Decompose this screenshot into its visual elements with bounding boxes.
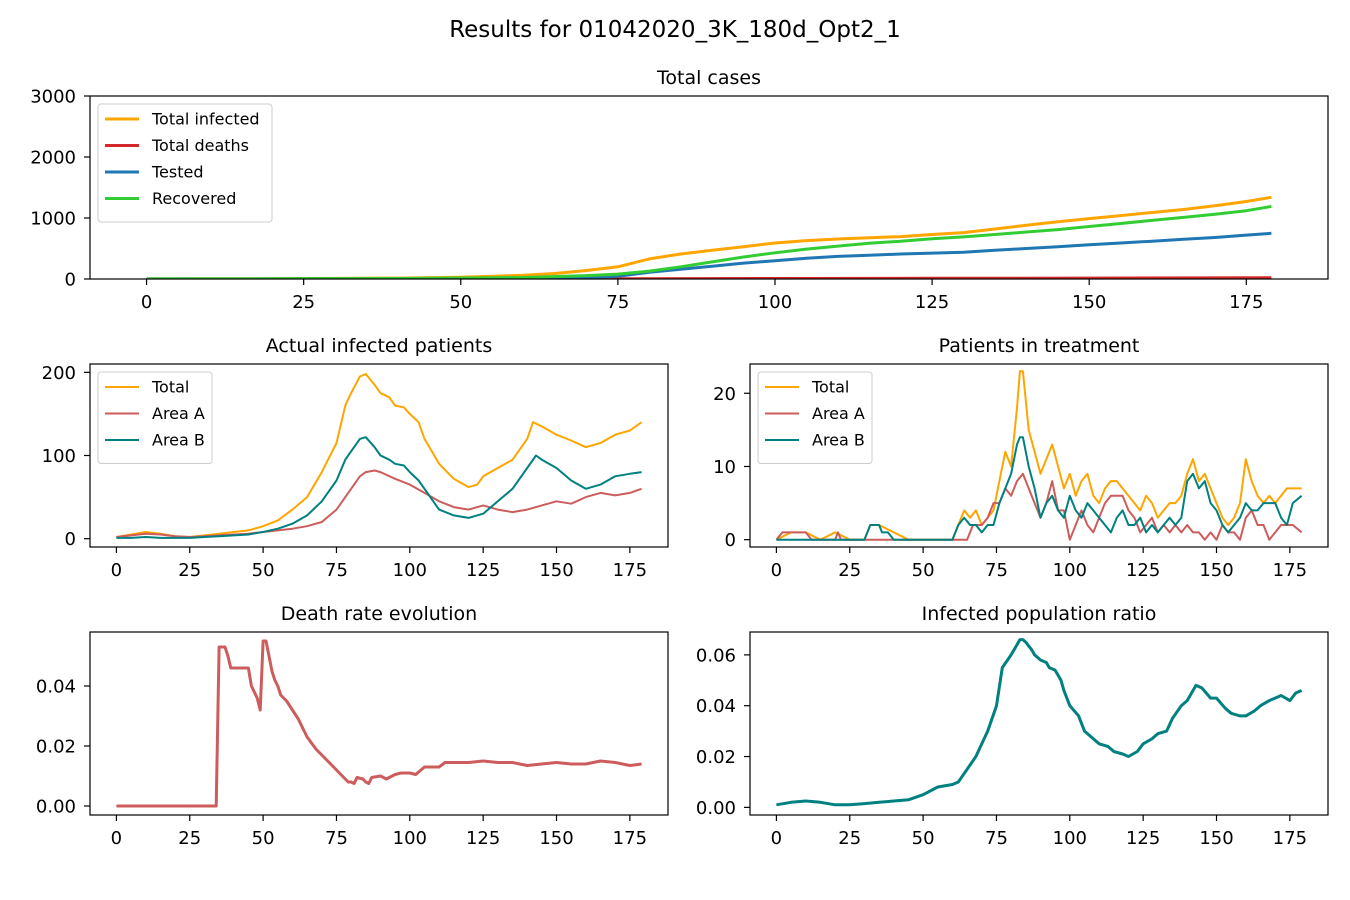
y-tick-label: 0.04: [36, 677, 76, 698]
series-line-total-infected: [146, 195, 1272, 279]
x-tick-label: 175: [613, 560, 647, 581]
x-tick-label: 125: [1126, 828, 1160, 849]
panel-actual-infected-patients: Actual infected patients 0 25 50 75 100 125 150…: [42, 335, 669, 581]
y-tick-label: 0.04: [696, 696, 736, 717]
x-tick-label: 50: [252, 560, 275, 581]
x-tick-label: 75: [606, 292, 629, 313]
legend-label: Area B: [152, 431, 205, 450]
series-line-area-b: [776, 436, 1303, 541]
y-tick-label: 0.02: [696, 747, 736, 768]
x-tick-label: 125: [466, 560, 500, 581]
axes-frame: [749, 363, 1329, 548]
x-tick-label: 175: [1273, 560, 1307, 581]
x-tick-label: 100: [1053, 828, 1087, 849]
series-line-total: [116, 373, 643, 538]
legend-label: Area A: [812, 404, 865, 423]
panel-title: Patients in treatment: [939, 335, 1140, 357]
panel-total-cases: Total cases 0 25 50 75 100 125 150 175 0 1000 2000 3…: [30, 67, 1329, 313]
x-tick-label: 100: [1053, 560, 1087, 581]
y-tick-label: 200: [42, 363, 76, 384]
y-tick-label: 0.02: [36, 737, 76, 758]
y-tick-label: 1000: [30, 209, 76, 230]
x-tick-label: 25: [178, 828, 201, 849]
x-tick-label: 125: [915, 292, 949, 313]
y-tick-label: 10: [713, 457, 736, 478]
y-tick-label: 0.00: [696, 798, 736, 819]
x-tick-label: 25: [292, 292, 315, 313]
x-tick-label: 75: [985, 560, 1008, 581]
x-tick-label: 125: [466, 828, 500, 849]
x-tick-label: 125: [1126, 560, 1160, 581]
y-tick-label: 100: [42, 446, 76, 467]
series-line-recovered: [146, 204, 1272, 279]
panel-infected-population-ratio: Infected population ratio 0 25 50 75 100 125 15…: [696, 603, 1329, 849]
x-tick-label: 175: [1273, 828, 1307, 849]
x-tick-label: 0: [771, 560, 782, 581]
x-tick-label: 150: [1072, 292, 1106, 313]
x-tick-label: 100: [393, 560, 427, 581]
x-tick-label: 0: [771, 828, 782, 849]
x-tick-label: 25: [838, 560, 861, 581]
series-line-area-a: [116, 469, 642, 538]
x-tick-label: 50: [912, 560, 935, 581]
y-tick-label: 20: [713, 384, 736, 405]
legend-label: Tested: [151, 163, 204, 182]
legend-label: Total deaths: [151, 136, 249, 155]
x-tick-label: 0: [111, 828, 122, 849]
y-tick-label: 0.00: [36, 797, 76, 818]
x-tick-label: 150: [1199, 560, 1233, 581]
series-line-0: [116, 639, 642, 808]
legend-label: Total infected: [151, 110, 260, 129]
x-tick-label: 50: [252, 828, 275, 849]
legend-label: Area B: [812, 431, 865, 450]
y-tick-label: 0: [725, 530, 736, 551]
axes-frame: [749, 631, 1329, 816]
series-line-tested: [146, 231, 1272, 279]
y-tick-label: 0: [65, 270, 76, 291]
x-tick-label: 75: [325, 828, 348, 849]
axes-frame: [89, 631, 669, 816]
legend-label: Total: [151, 378, 189, 397]
y-tick-label: 2000: [30, 148, 76, 169]
series-line-area-b: [116, 436, 642, 539]
x-tick-label: 150: [539, 560, 573, 581]
x-tick-label: 100: [758, 292, 792, 313]
x-tick-label: 25: [838, 828, 861, 849]
x-tick-label: 75: [985, 828, 1008, 849]
legend-label: Total: [811, 378, 849, 397]
y-tick-label: 3000: [30, 87, 76, 108]
x-tick-label: 175: [613, 828, 647, 849]
x-tick-label: 100: [393, 828, 427, 849]
y-tick-label: 0.06: [696, 645, 736, 666]
legend: [97, 103, 273, 223]
x-tick-label: 50: [449, 292, 472, 313]
x-tick-label: 50: [912, 828, 935, 849]
y-tick-label: 0: [65, 529, 76, 550]
legend-label: Recovered: [152, 189, 236, 208]
axes-frame: [89, 95, 1329, 280]
x-tick-label: 0: [111, 560, 122, 581]
panel-title: Total cases: [656, 67, 761, 89]
figure-title: Results for 01042020_3K_180d_Opt2_1: [449, 17, 901, 43]
panel-title: Infected population ratio: [922, 603, 1157, 625]
panel-title: Death rate evolution: [281, 603, 477, 625]
x-tick-label: 75: [325, 560, 348, 581]
x-tick-label: 0: [141, 292, 152, 313]
panel-title: Actual infected patients: [266, 335, 492, 357]
series-line-0: [776, 638, 1303, 807]
legend-label: Area A: [152, 404, 205, 423]
x-tick-label: 25: [178, 560, 201, 581]
x-tick-label: 175: [1229, 292, 1263, 313]
x-tick-label: 150: [1199, 828, 1233, 849]
x-tick-label: 150: [539, 828, 573, 849]
panel-death-rate-evolution: Death rate evolution 0 25 50 75 100 125 150 175 0…: [36, 603, 669, 849]
